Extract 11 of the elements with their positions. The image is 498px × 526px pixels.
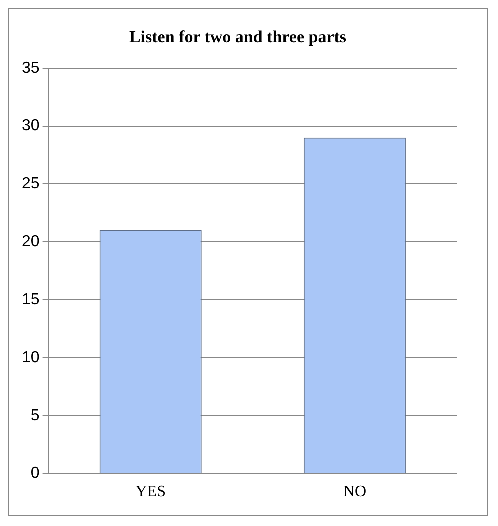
x-tick-label: YES [136, 484, 166, 501]
y-tick-label: 30 [22, 118, 40, 135]
y-tick-label: 15 [22, 291, 40, 308]
y-tick-label: 5 [30, 407, 40, 424]
y-tick-label: 10 [22, 349, 40, 366]
y-tick-label: 25 [22, 176, 40, 193]
y-tick-label: 35 [22, 60, 40, 77]
x-tick-label: NO [343, 484, 367, 501]
y-tick-label: 20 [22, 234, 40, 251]
y-tick-label: 0 [30, 465, 40, 482]
chart-title: Listen for two and three parts [129, 28, 347, 47]
